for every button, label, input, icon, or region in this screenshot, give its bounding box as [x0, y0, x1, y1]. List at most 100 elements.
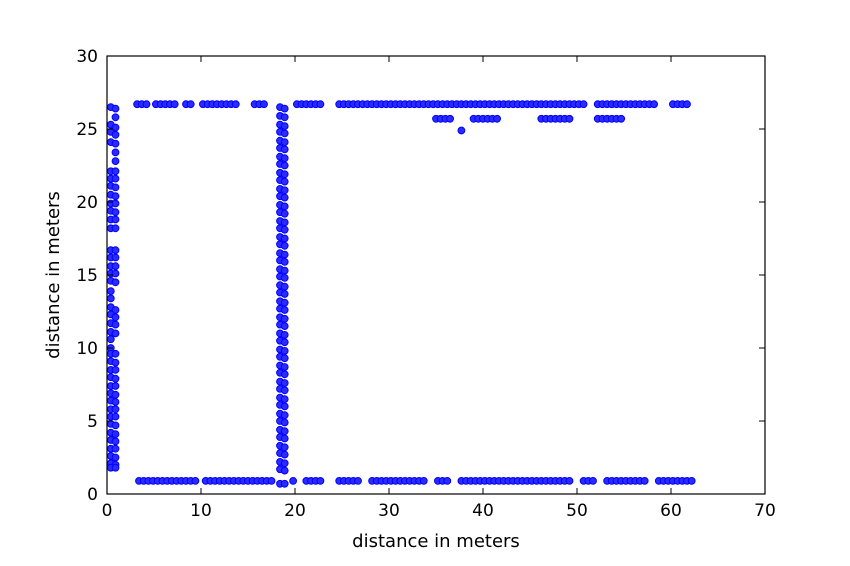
data-point	[280, 161, 289, 170]
x-axis-ticks: 0 10 20 30 40 50 60 70	[102, 56, 776, 521]
data-point	[280, 225, 289, 234]
data-point	[111, 444, 120, 453]
data-point	[111, 390, 120, 399]
data-point	[280, 338, 289, 347]
data-point	[111, 157, 120, 166]
data-point	[111, 329, 120, 338]
data-point	[280, 479, 289, 488]
data-point	[111, 113, 120, 122]
data-point	[316, 100, 325, 109]
data-point	[111, 405, 120, 414]
x-axis-title: distance in meters	[352, 531, 520, 552]
data-point	[280, 122, 289, 130]
data-point	[280, 306, 289, 314]
data-point	[280, 459, 289, 468]
y-tick-label: 5	[87, 412, 98, 432]
data-point	[111, 104, 120, 113]
data-point	[280, 209, 289, 218]
data-point	[280, 186, 289, 195]
data-point	[111, 453, 120, 462]
data-point	[493, 114, 502, 123]
data-point	[419, 477, 428, 485]
data-point	[280, 347, 289, 355]
data-point	[280, 395, 289, 404]
data-point	[111, 148, 120, 157]
data-point	[280, 354, 289, 363]
data-point	[111, 262, 120, 271]
y-tick-label: 10	[76, 339, 98, 359]
data-point	[280, 202, 289, 211]
data-point	[280, 234, 289, 243]
data-point	[111, 174, 120, 183]
data-point	[111, 123, 120, 132]
x-tick-label: 0	[102, 501, 113, 521]
data-point	[111, 269, 120, 278]
data-point	[111, 224, 120, 233]
x-tick-label: 20	[284, 501, 306, 521]
data-point	[280, 322, 289, 331]
x-tick-label: 50	[566, 501, 588, 521]
data-point	[280, 193, 289, 202]
data-point	[280, 177, 289, 186]
data-point	[111, 358, 120, 367]
x-tick-label: 60	[660, 501, 682, 521]
x-tick-label: 30	[378, 501, 400, 521]
data-point	[170, 100, 179, 109]
data-point	[111, 167, 120, 176]
data-point	[106, 294, 115, 303]
data-point	[280, 427, 289, 436]
data-point	[111, 208, 120, 217]
data-point	[457, 126, 466, 135]
data-point	[111, 313, 120, 322]
y-axis-title: distance in meters	[43, 191, 64, 359]
data-point	[111, 199, 120, 208]
data-point	[111, 430, 120, 439]
data-point	[111, 374, 120, 383]
data-point	[111, 215, 120, 224]
data-point	[280, 450, 289, 459]
data-point	[280, 443, 289, 452]
data-point	[280, 154, 289, 163]
data-point	[106, 287, 115, 296]
data-point	[316, 477, 325, 485]
data-point	[589, 477, 597, 485]
data-point	[280, 138, 289, 147]
y-tick-label: 0	[87, 485, 98, 505]
x-tick-label: 70	[754, 501, 776, 521]
data-point	[111, 398, 120, 406]
data-point	[280, 314, 289, 323]
data-point	[579, 100, 588, 109]
data-point	[280, 379, 289, 387]
y-tick-label: 30	[76, 47, 98, 67]
y-tick-label: 25	[76, 120, 98, 140]
data-point	[640, 477, 649, 485]
data-point	[280, 218, 289, 227]
data-point	[186, 100, 195, 109]
data-point	[111, 139, 120, 148]
data-point	[142, 100, 151, 109]
data-point	[565, 114, 574, 123]
data-point	[280, 466, 289, 475]
data-point	[280, 250, 289, 259]
data-point	[280, 145, 289, 154]
data-point	[231, 100, 240, 109]
data-point	[280, 129, 289, 138]
data-point	[111, 192, 120, 201]
data-point	[280, 266, 289, 275]
data-points	[106, 100, 696, 488]
data-point	[111, 463, 120, 472]
x-tick-label: 40	[472, 501, 494, 521]
data-point	[565, 477, 574, 485]
data-point	[111, 421, 120, 430]
x-tick-label: 10	[190, 501, 212, 521]
data-point	[260, 100, 268, 109]
data-point	[111, 246, 120, 255]
data-point	[280, 104, 289, 113]
y-tick-label: 20	[76, 193, 98, 213]
data-point	[111, 437, 120, 446]
data-point	[280, 331, 289, 339]
data-point	[191, 477, 200, 485]
data-point	[280, 402, 289, 411]
data-point	[280, 363, 289, 371]
data-point	[617, 114, 626, 123]
